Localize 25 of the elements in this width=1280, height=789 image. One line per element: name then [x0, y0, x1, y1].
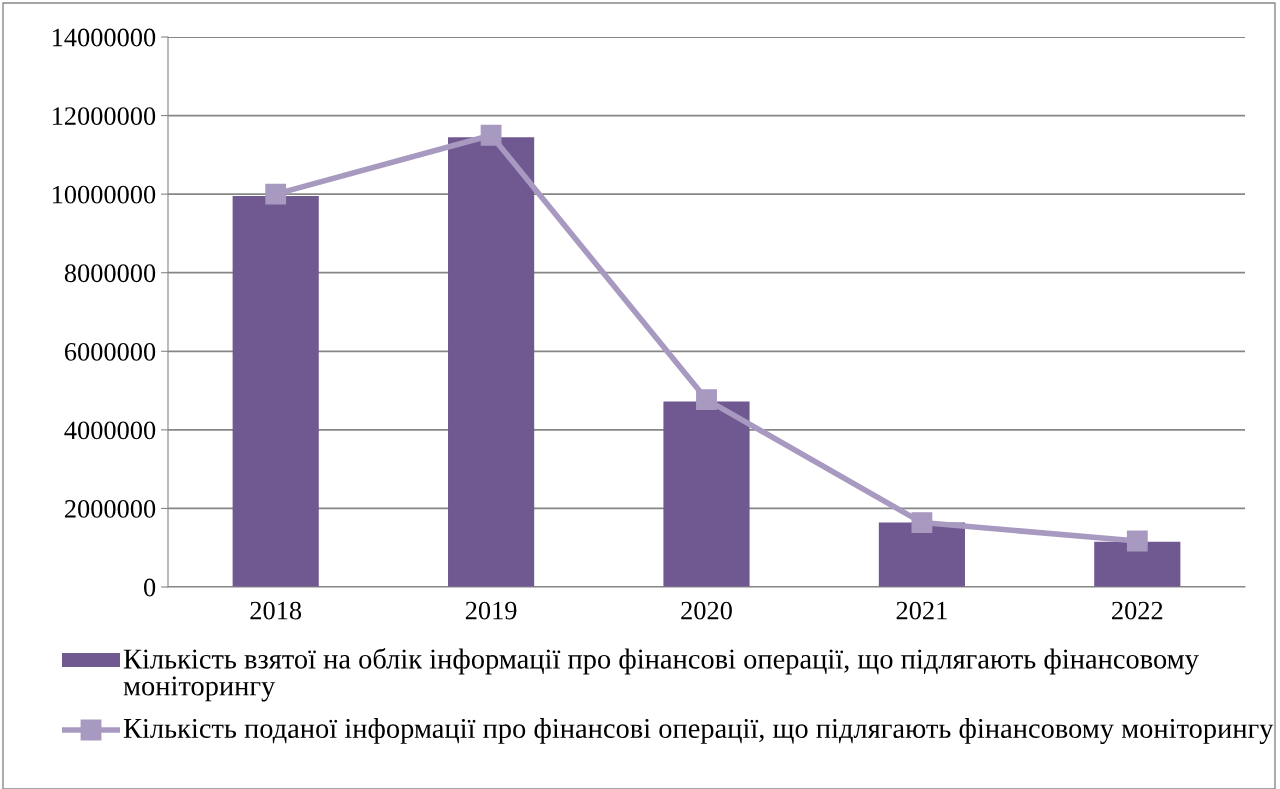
y-tick-label: 10000000 — [52, 185, 156, 204]
x-tick-label: 2019 — [465, 601, 517, 620]
x-tick-label: 2018 — [250, 601, 302, 620]
bar — [663, 401, 750, 587]
bar — [448, 137, 535, 587]
y-tick-label: 6000000 — [64, 342, 156, 361]
x-tick-label: 2020 — [681, 601, 732, 620]
y-tick-label: 12000000 — [52, 107, 156, 125]
y-tick-label: 14000000 — [52, 28, 156, 47]
point — [911, 512, 933, 533]
point — [265, 183, 287, 205]
legend-label: Кількість взятої на облік інформації про фінансові операції, що підлягають фінансовому моніторингу — [123, 648, 1199, 702]
legend-label: Кількість поданої інформації про фінансові операції, що підлягають фінансовому моніторингу — [123, 718, 1274, 744]
bar — [878, 522, 965, 587]
bar — [232, 196, 319, 587]
y-tick-label: 0 — [144, 578, 156, 597]
point — [1126, 530, 1148, 552]
point — [696, 389, 717, 411]
bar — [1094, 541, 1181, 587]
x-tick-label: 2021 — [896, 601, 947, 620]
point — [480, 124, 502, 146]
y-tick-label: 2000000 — [64, 500, 156, 518]
x-tick-label: 2022 — [1112, 601, 1163, 620]
y-tick-label: 4000000 — [64, 421, 156, 440]
y-tick-label: 8000000 — [64, 264, 156, 283]
